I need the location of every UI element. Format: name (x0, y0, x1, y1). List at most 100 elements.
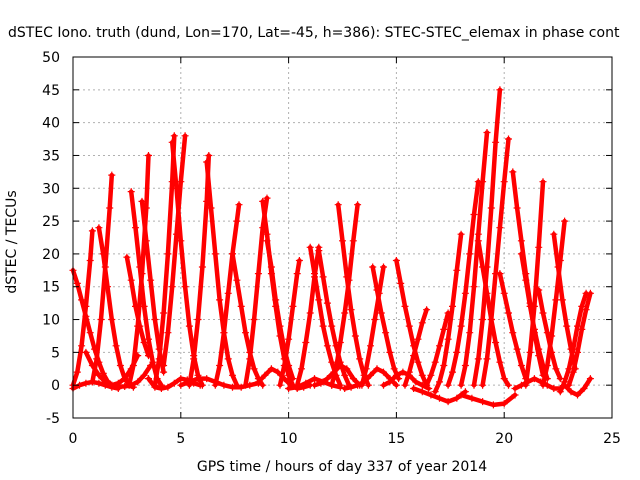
data-point-marker (246, 355, 254, 363)
data-point-marker (203, 375, 211, 383)
data-point-marker (136, 263, 144, 271)
data-point-marker (336, 339, 344, 346)
data-point-marker (145, 352, 152, 360)
data-point-marker (543, 362, 551, 369)
data-point-marker (444, 398, 452, 406)
data-point-marker (349, 237, 357, 245)
data-point-marker (474, 230, 482, 238)
data-series (444, 178, 482, 389)
data-point-marker (211, 381, 219, 389)
data-point-marker (263, 230, 271, 238)
series-line (230, 251, 265, 388)
data-point-marker (207, 204, 215, 212)
data-point-marker (216, 362, 224, 369)
data-point-marker (233, 217, 241, 225)
data-point-marker (341, 309, 349, 317)
data-point-marker (181, 283, 189, 291)
data-point-marker (289, 375, 297, 383)
y-tick-label: 0 (51, 378, 60, 394)
x-tick-label: 10 (280, 431, 298, 447)
series-line (540, 218, 567, 388)
data-point-marker (302, 379, 310, 387)
data-point-marker (373, 365, 381, 373)
data-series (88, 171, 116, 386)
data-point-marker (380, 263, 387, 271)
y-axis-label: dSTEC / TECUs (4, 190, 20, 293)
data-point-marker (276, 322, 284, 330)
y-tick-label: 30 (42, 181, 60, 197)
y-tick-label: 35 (42, 148, 60, 164)
data-point-marker (358, 381, 366, 389)
data-point-marker (466, 329, 474, 337)
data-point-marker (145, 335, 152, 343)
data-point-marker (177, 178, 185, 186)
data-point-marker (392, 257, 400, 264)
data-point-marker (272, 296, 280, 304)
data-point-marker (168, 283, 176, 291)
data-point-marker (177, 237, 185, 245)
data-point-marker (492, 339, 500, 346)
data-point-marker (315, 247, 323, 255)
data-point-marker (112, 342, 120, 350)
data-series (561, 375, 594, 399)
data-point-marker (418, 371, 426, 379)
data-point-marker (410, 352, 418, 360)
data-point-marker (336, 381, 344, 389)
data-point-marker (453, 266, 461, 274)
data-point-marker (369, 263, 377, 271)
data-point-marker (198, 381, 206, 389)
data-series (263, 237, 297, 383)
data-point-marker (483, 355, 491, 363)
data-point-marker (289, 302, 297, 310)
data-point-marker (496, 270, 504, 278)
data-point-marker (586, 375, 594, 383)
data-point-marker (267, 263, 275, 271)
data-point-marker (563, 322, 571, 330)
data-point-marker (160, 309, 168, 317)
data-point-marker (522, 276, 530, 284)
data-point-marker (492, 138, 500, 146)
data-point-marker (582, 306, 590, 314)
data-point-marker (341, 385, 349, 392)
data-point-marker (565, 381, 573, 389)
series-line (316, 248, 352, 388)
data-point-marker (401, 381, 409, 389)
data-point-marker (185, 322, 193, 330)
data-point-marker (554, 263, 562, 271)
data-point-marker (147, 276, 155, 284)
data-point-marker (198, 263, 206, 271)
data-point-marker (125, 381, 133, 389)
data-point-marker (431, 358, 439, 366)
data-point-marker (380, 368, 387, 376)
data-point-marker (436, 394, 443, 402)
data-series (423, 309, 452, 389)
data-point-marker (401, 302, 409, 310)
data-point-marker (427, 391, 435, 399)
data-series (457, 129, 491, 389)
data-point-marker (242, 381, 249, 389)
series-line (70, 268, 115, 388)
data-point-marker (380, 381, 387, 389)
data-point-marker (386, 378, 394, 386)
data-point-marker (556, 375, 564, 383)
data-point-marker (132, 302, 139, 310)
data-point-marker (276, 381, 284, 389)
y-tick-label: 40 (42, 116, 60, 132)
data-point-marker (274, 368, 282, 376)
data-point-marker (539, 178, 547, 186)
data-point-marker (479, 316, 487, 323)
data-point-marker (93, 355, 101, 363)
data-point-marker (99, 250, 107, 258)
data-point-marker (323, 375, 331, 383)
data-point-marker (479, 381, 487, 389)
data-point-marker (168, 138, 176, 146)
data-point-marker (229, 371, 236, 379)
data-point-marker (205, 152, 213, 159)
data-point-marker (496, 358, 504, 366)
data-point-marker (116, 362, 124, 369)
data-point-marker (157, 385, 165, 392)
data-point-marker (436, 342, 443, 350)
series-line (187, 153, 212, 388)
data-point-marker (436, 378, 443, 386)
data-point-marker (513, 204, 521, 212)
